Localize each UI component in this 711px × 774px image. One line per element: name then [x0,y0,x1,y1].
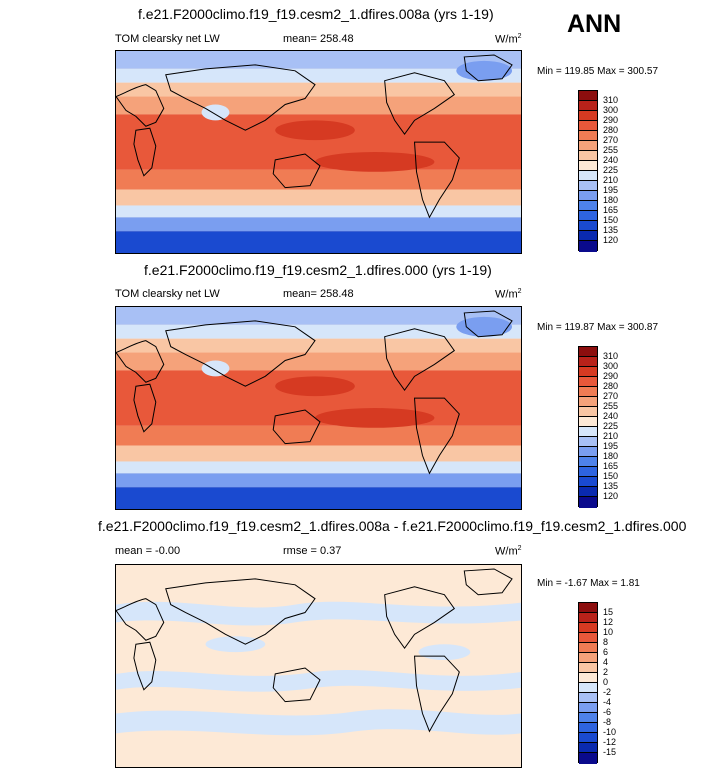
panel1-units: W/m2 [495,33,522,46]
colorbar-tick: 195 [603,441,619,451]
colorbar-tick: -8 [603,717,612,727]
panel3-minmax: Min = -1.67 Max = 1.81 [537,578,640,589]
panel1-colorbar [578,90,598,252]
colorbar-tick: 120 [603,491,619,501]
colorbar-tick: 255 [603,145,619,155]
panel3-colorbar [578,602,598,764]
colorbar-tick: 10 [603,627,614,637]
panel1-map [115,50,522,254]
colorbar-tick: -12 [603,737,617,747]
colorbar-tick: -15 [603,747,617,757]
colorbar-tick: 225 [603,421,619,431]
panel3-mean-label: mean = -0.00 [115,545,181,557]
colorbar-tick: 310 [603,351,619,361]
panel1-title: f.e21.F2000climo.f19_f19.cesm2_1.dfires.… [138,6,494,22]
colorbar-tick: 290 [603,371,619,381]
colorbar-tick: 12 [603,617,614,627]
panel3-rmse-label: rmse = 0.37 [283,545,342,557]
colorbar-tick: 270 [603,135,619,145]
colorbar-tick: 290 [603,115,619,125]
colorbar-tick: 180 [603,451,619,461]
colorbar-tick: 300 [603,361,619,371]
colorbar-tick: 6 [603,647,609,657]
panel3-map [115,564,522,768]
colorbar-tick: -4 [603,697,612,707]
panel2-colorbar [578,346,598,508]
colorbar-tick: 270 [603,391,619,401]
colorbar-tick: 280 [603,381,619,391]
colorbar-tick: 195 [603,185,619,195]
colorbar-tick: 240 [603,411,619,421]
panel2-mean-label: mean= 258.48 [283,288,354,300]
colorbar-tick: 210 [603,175,619,185]
panel1-mean-label: mean= 258.48 [283,33,354,45]
panel3-map-svg [116,565,521,767]
colorbar-tick: 300 [603,105,619,115]
panel1-map-svg [116,51,521,253]
colorbar-tick: 15 [603,607,614,617]
colorbar-tick: 120 [603,235,619,245]
panel2-map [115,306,522,510]
colorbar-tick: 135 [603,225,619,235]
colorbar-tick: 165 [603,205,619,215]
panel1-field-label: TOM clearsky net LW [115,33,220,45]
colorbar-tick: 240 [603,155,619,165]
colorbar-tick: 180 [603,195,619,205]
colorbar-tick: 255 [603,401,619,411]
colorbar-tick: 0 [603,677,609,687]
colorbar-tick: 280 [603,125,619,135]
colorbar-tick: 165 [603,461,619,471]
season-label: ANN [567,10,622,38]
colorbar-tick: 2 [603,667,609,677]
panel2-map-svg [116,307,521,509]
colorbar-tick: -10 [603,727,617,737]
panel3-units: W/m2 [495,545,522,558]
colorbar-tick: 310 [603,95,619,105]
panel2-units: W/m2 [495,288,522,301]
panel2-minmax: Min = 119.87 Max = 300.87 [537,322,659,333]
panel2-title: f.e21.F2000climo.f19_f19.cesm2_1.dfires.… [144,262,492,278]
colorbar-tick: 150 [603,471,619,481]
colorbar-tick: -2 [603,687,612,697]
colorbar-tick: 8 [603,637,609,647]
colorbar-tick: 4 [603,657,609,667]
colorbar-tick: 225 [603,165,619,175]
panel1-minmax: Min = 119.85 Max = 300.57 [537,66,659,77]
colorbar-tick: 210 [603,431,619,441]
colorbar-tick: 135 [603,481,619,491]
panel3-title: f.e21.F2000climo.f19_f19.cesm2_1.dfires.… [98,518,687,534]
colorbar-tick: 150 [603,215,619,225]
panel2-field-label: TOM clearsky net LW [115,288,220,300]
colorbar-tick: -6 [603,707,612,717]
